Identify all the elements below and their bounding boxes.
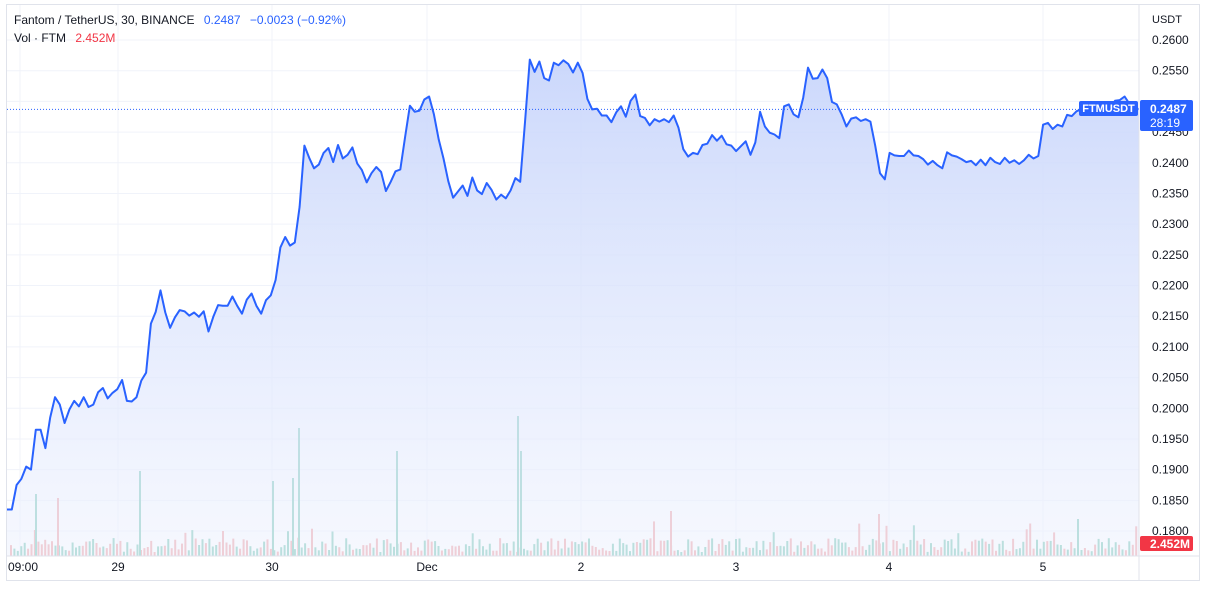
price-tick-label: 0.2100 bbox=[1152, 340, 1189, 354]
price-tick-label: 0.2550 bbox=[1152, 64, 1189, 78]
volume-badge: 2.452M bbox=[1140, 536, 1193, 551]
price-tick-label: 0.2400 bbox=[1152, 156, 1189, 170]
legend-vol-label[interactable]: Vol · FTM bbox=[14, 31, 67, 45]
price-axis[interactable]: 0.26000.25500.24500.24000.23500.23000.22… bbox=[1152, 33, 1189, 538]
price-tick-label: 0.2050 bbox=[1152, 371, 1189, 385]
symbol-badge-text: FTMUSDT bbox=[1082, 103, 1135, 115]
time-tick-label: 29 bbox=[111, 560, 125, 574]
legend-main: Fantom / TetherUS, 30, BINANCE 0.2487 −0… bbox=[14, 13, 348, 27]
countdown-text: 28:19 bbox=[1150, 116, 1180, 130]
price-tick-label: 0.2150 bbox=[1152, 309, 1189, 323]
time-tick-label: 2 bbox=[578, 560, 585, 574]
price-tick-label: 0.2350 bbox=[1152, 186, 1189, 200]
price-line bbox=[7, 58, 1140, 511]
axis-currency: USDT bbox=[1152, 14, 1182, 26]
price-tick-label: 0.2300 bbox=[1152, 217, 1189, 231]
price-tick-label: 0.1800 bbox=[1152, 524, 1189, 538]
price-tick-label: 0.2600 bbox=[1152, 33, 1189, 47]
time-tick-label: 09:00 bbox=[8, 560, 38, 574]
chart-frame bbox=[6, 4, 1200, 581]
legend-volume: Vol · FTM 2.452M bbox=[14, 31, 117, 45]
legend-pair[interactable]: Fantom / TetherUS, 30, BINANCE bbox=[14, 13, 195, 27]
time-tick-label: 30 bbox=[265, 560, 279, 574]
price-area bbox=[7, 59, 1139, 556]
price-tick-label: 0.1950 bbox=[1152, 432, 1189, 446]
last-price-badge: 0.2487 28:19 bbox=[1140, 100, 1193, 131]
price-tick-label: 0.1850 bbox=[1152, 493, 1189, 507]
price-tick-label: 0.2000 bbox=[1152, 401, 1189, 415]
time-axis[interactable]: 09:00 29 30 Dec 2 3 4 5 bbox=[7, 5, 1199, 580]
price-tick-label: 0.1900 bbox=[1152, 463, 1189, 477]
last-price-text: 0.2487 bbox=[1150, 102, 1187, 116]
legend-vol-value: 2.452M bbox=[75, 31, 116, 45]
time-tick-label: 3 bbox=[733, 560, 740, 574]
price-tick-label: 0.2250 bbox=[1152, 248, 1189, 262]
time-tick-label: 5 bbox=[1040, 560, 1047, 574]
symbol-badge: FTMUSDT bbox=[1079, 101, 1138, 116]
legend-price: 0.2487 bbox=[203, 13, 241, 27]
legend-change: −0.0023 (−0.92%) bbox=[249, 13, 346, 27]
volume-badge-text: 2.452M bbox=[1150, 537, 1190, 551]
price-tick-label: 0.2200 bbox=[1152, 279, 1189, 293]
time-tick-label: Dec bbox=[416, 560, 437, 574]
time-tick-label: 4 bbox=[886, 560, 893, 574]
